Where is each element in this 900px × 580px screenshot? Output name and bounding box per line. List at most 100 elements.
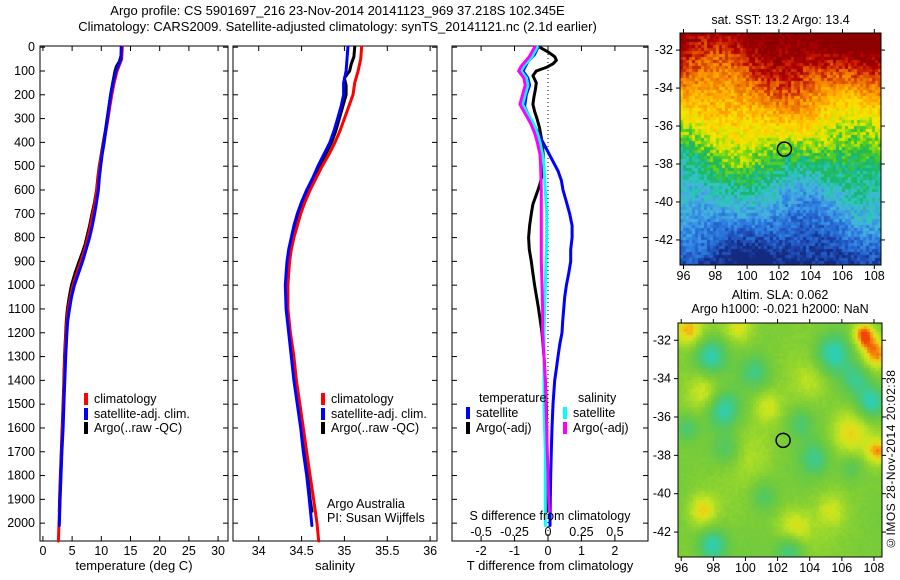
profile-curve-argo-adj-t <box>527 45 558 513</box>
legend-item-satellite-adj: satellite-adj. clim. <box>321 407 427 422</box>
argo-sdiff-line-swatch <box>563 421 567 434</box>
lat-tick-label: -32 <box>653 333 671 347</box>
argo-tdiff-line-swatch <box>466 421 470 434</box>
sdiff-tick-label: 0.25 <box>569 525 593 539</box>
depth-tick-label: 200 <box>14 88 35 102</box>
diff-legend-salinity-header: salinity <box>578 391 617 405</box>
lon-tick-label: 96 <box>674 561 688 575</box>
page-title: Argo profile: CS 5901697_216 23-Nov-2014… <box>110 3 565 18</box>
depth-tick-label: 1500 <box>7 397 35 411</box>
x-tick-label: -1 <box>509 544 520 558</box>
lon-tick-label: 104 <box>799 561 820 575</box>
lon-tick-label: 108 <box>864 269 885 283</box>
sst-map-title: sat. SST: 13.2 Argo: 13.4 <box>711 13 850 27</box>
imos-credit: ©IMOS 28-Nov-2014 20:02:38 <box>884 369 898 550</box>
x-tick-label: 34 <box>252 544 266 558</box>
legend-label: Argo(..raw -QC) <box>94 421 183 436</box>
argo-australia-note: Argo Australia <box>327 497 405 511</box>
lat-tick-label: -34 <box>653 372 671 386</box>
depth-tick-label: 1100 <box>8 302 35 316</box>
sst-map-canvas <box>680 33 881 265</box>
lat-tick-label: -36 <box>653 410 671 424</box>
sla-caption: Altim. SLA: 0.062 <box>731 288 829 302</box>
lat-tick-label: -42 <box>653 525 671 539</box>
profile-curve-climatology <box>56 45 124 543</box>
x-tick-label: -2 <box>476 544 487 558</box>
lon-tick-label: 100 <box>737 269 758 283</box>
lon-tick-label: 98 <box>708 269 722 283</box>
lon-tick-label: 106 <box>831 561 852 575</box>
lon-tick-label: 96 <box>677 269 691 283</box>
legend-item-satellite-tdiff: satellite <box>466 406 532 421</box>
x-tick-label: 5 <box>69 544 76 558</box>
depth-tick-label: 1300 <box>7 350 35 364</box>
legend-item-argo-sdiff: Argo(-adj) <box>563 421 629 436</box>
sdiff-tick-label: -0.5 <box>470 525 492 539</box>
profile-curve-argo-raw-qc- <box>57 45 124 513</box>
depth-tick-label: 2000 <box>7 516 35 530</box>
legend-item-satellite-adj: satellite-adj. clim. <box>84 407 190 422</box>
lon-tick-label: 102 <box>768 269 789 283</box>
argo-height-caption: Argo h1000: -0.021 h2000: NaN <box>691 302 869 316</box>
legend-label: Argo(..raw -QC) <box>331 421 420 436</box>
lon-tick-label: 108 <box>864 561 885 575</box>
depth-tick-label: 1000 <box>7 278 35 292</box>
depth-tick-label: 300 <box>14 112 35 126</box>
profile-curve-satellite-adj-clim- <box>57 45 123 527</box>
depth-tick-label: 1700 <box>7 445 35 459</box>
x-tick-label: 25 <box>182 544 196 558</box>
x-tick-label: 1 <box>578 544 585 558</box>
lon-tick-label: 100 <box>735 561 756 575</box>
x-tick-label: 34.5 <box>289 544 313 558</box>
climatology-line-swatch <box>321 393 325 406</box>
depth-tick-label: 500 <box>14 159 35 173</box>
legend-label: satellite <box>573 406 616 421</box>
x-tick-label: 35 <box>337 544 351 558</box>
profile-curve-satellite-t <box>521 45 574 527</box>
x-tick-label: 36 <box>423 544 437 558</box>
depth-tick-label: 400 <box>14 135 35 149</box>
depth-tick-label: 0 <box>28 40 35 54</box>
legend-label: Argo(-adj) <box>476 420 532 435</box>
satellite-adj-line-swatch <box>321 407 325 420</box>
lat-tick-label: -38 <box>653 448 671 462</box>
depth-tick-label: 900 <box>14 254 35 268</box>
diff-legend-temp: satellite Argo(-adj) <box>466 406 532 435</box>
legend-label: satellite-adj. clim. <box>94 406 190 421</box>
profile-curve-climatology <box>286 45 364 543</box>
lon-tick-label: 106 <box>832 269 853 283</box>
lat-tick-label: -34 <box>655 81 673 95</box>
legend-item-argo: Argo(..raw -QC) <box>321 421 427 436</box>
legend-label: climatology <box>94 392 157 407</box>
x-tick-label: 0 <box>39 544 46 558</box>
argo-line-swatch <box>321 422 325 435</box>
legend-item-climatology: climatology <box>321 392 427 407</box>
lat-tick-label: -42 <box>655 233 673 247</box>
diff-legend-temp-header: temperature <box>479 391 547 405</box>
tdiff-axis-label: T difference from climatology <box>466 558 634 573</box>
pi-note: PI: Susan Wijffels <box>327 511 425 525</box>
depth-tick-label: 1900 <box>7 492 35 506</box>
depth-tick-label: 800 <box>14 231 35 245</box>
lon-tick-label: 104 <box>800 269 821 283</box>
x-tick-label: 15 <box>124 544 138 558</box>
salinity-legend: climatology satellite-adj. clim. Argo(..… <box>321 392 427 436</box>
climatology-line-swatch <box>84 393 88 406</box>
profile-curve-satellite-adj-clim- <box>283 45 350 527</box>
lat-tick-label: -40 <box>655 195 673 209</box>
legend-item-climatology: climatology <box>84 392 190 407</box>
x-tick-label: 2 <box>611 544 618 558</box>
lat-tick-label: -40 <box>653 487 671 501</box>
legend-label: satellite-adj. clim. <box>331 406 427 421</box>
depth-tick-label: 1800 <box>7 469 35 483</box>
x-tick-label: 35.5 <box>375 544 399 558</box>
depth-tick-label: 600 <box>14 183 35 197</box>
profile-curve-argo-adj-s <box>517 45 551 513</box>
legend-item-argo-tdiff: Argo(-adj) <box>466 421 532 436</box>
satellite-tdiff-line-swatch <box>466 407 470 420</box>
page-subtitle: Climatology: CARS2009. Satellite-adjuste… <box>78 19 597 34</box>
depth-tick-label: 1200 <box>7 326 35 340</box>
x-tick-label: 10 <box>94 544 108 558</box>
temp_profile-axes-box <box>39 45 229 542</box>
